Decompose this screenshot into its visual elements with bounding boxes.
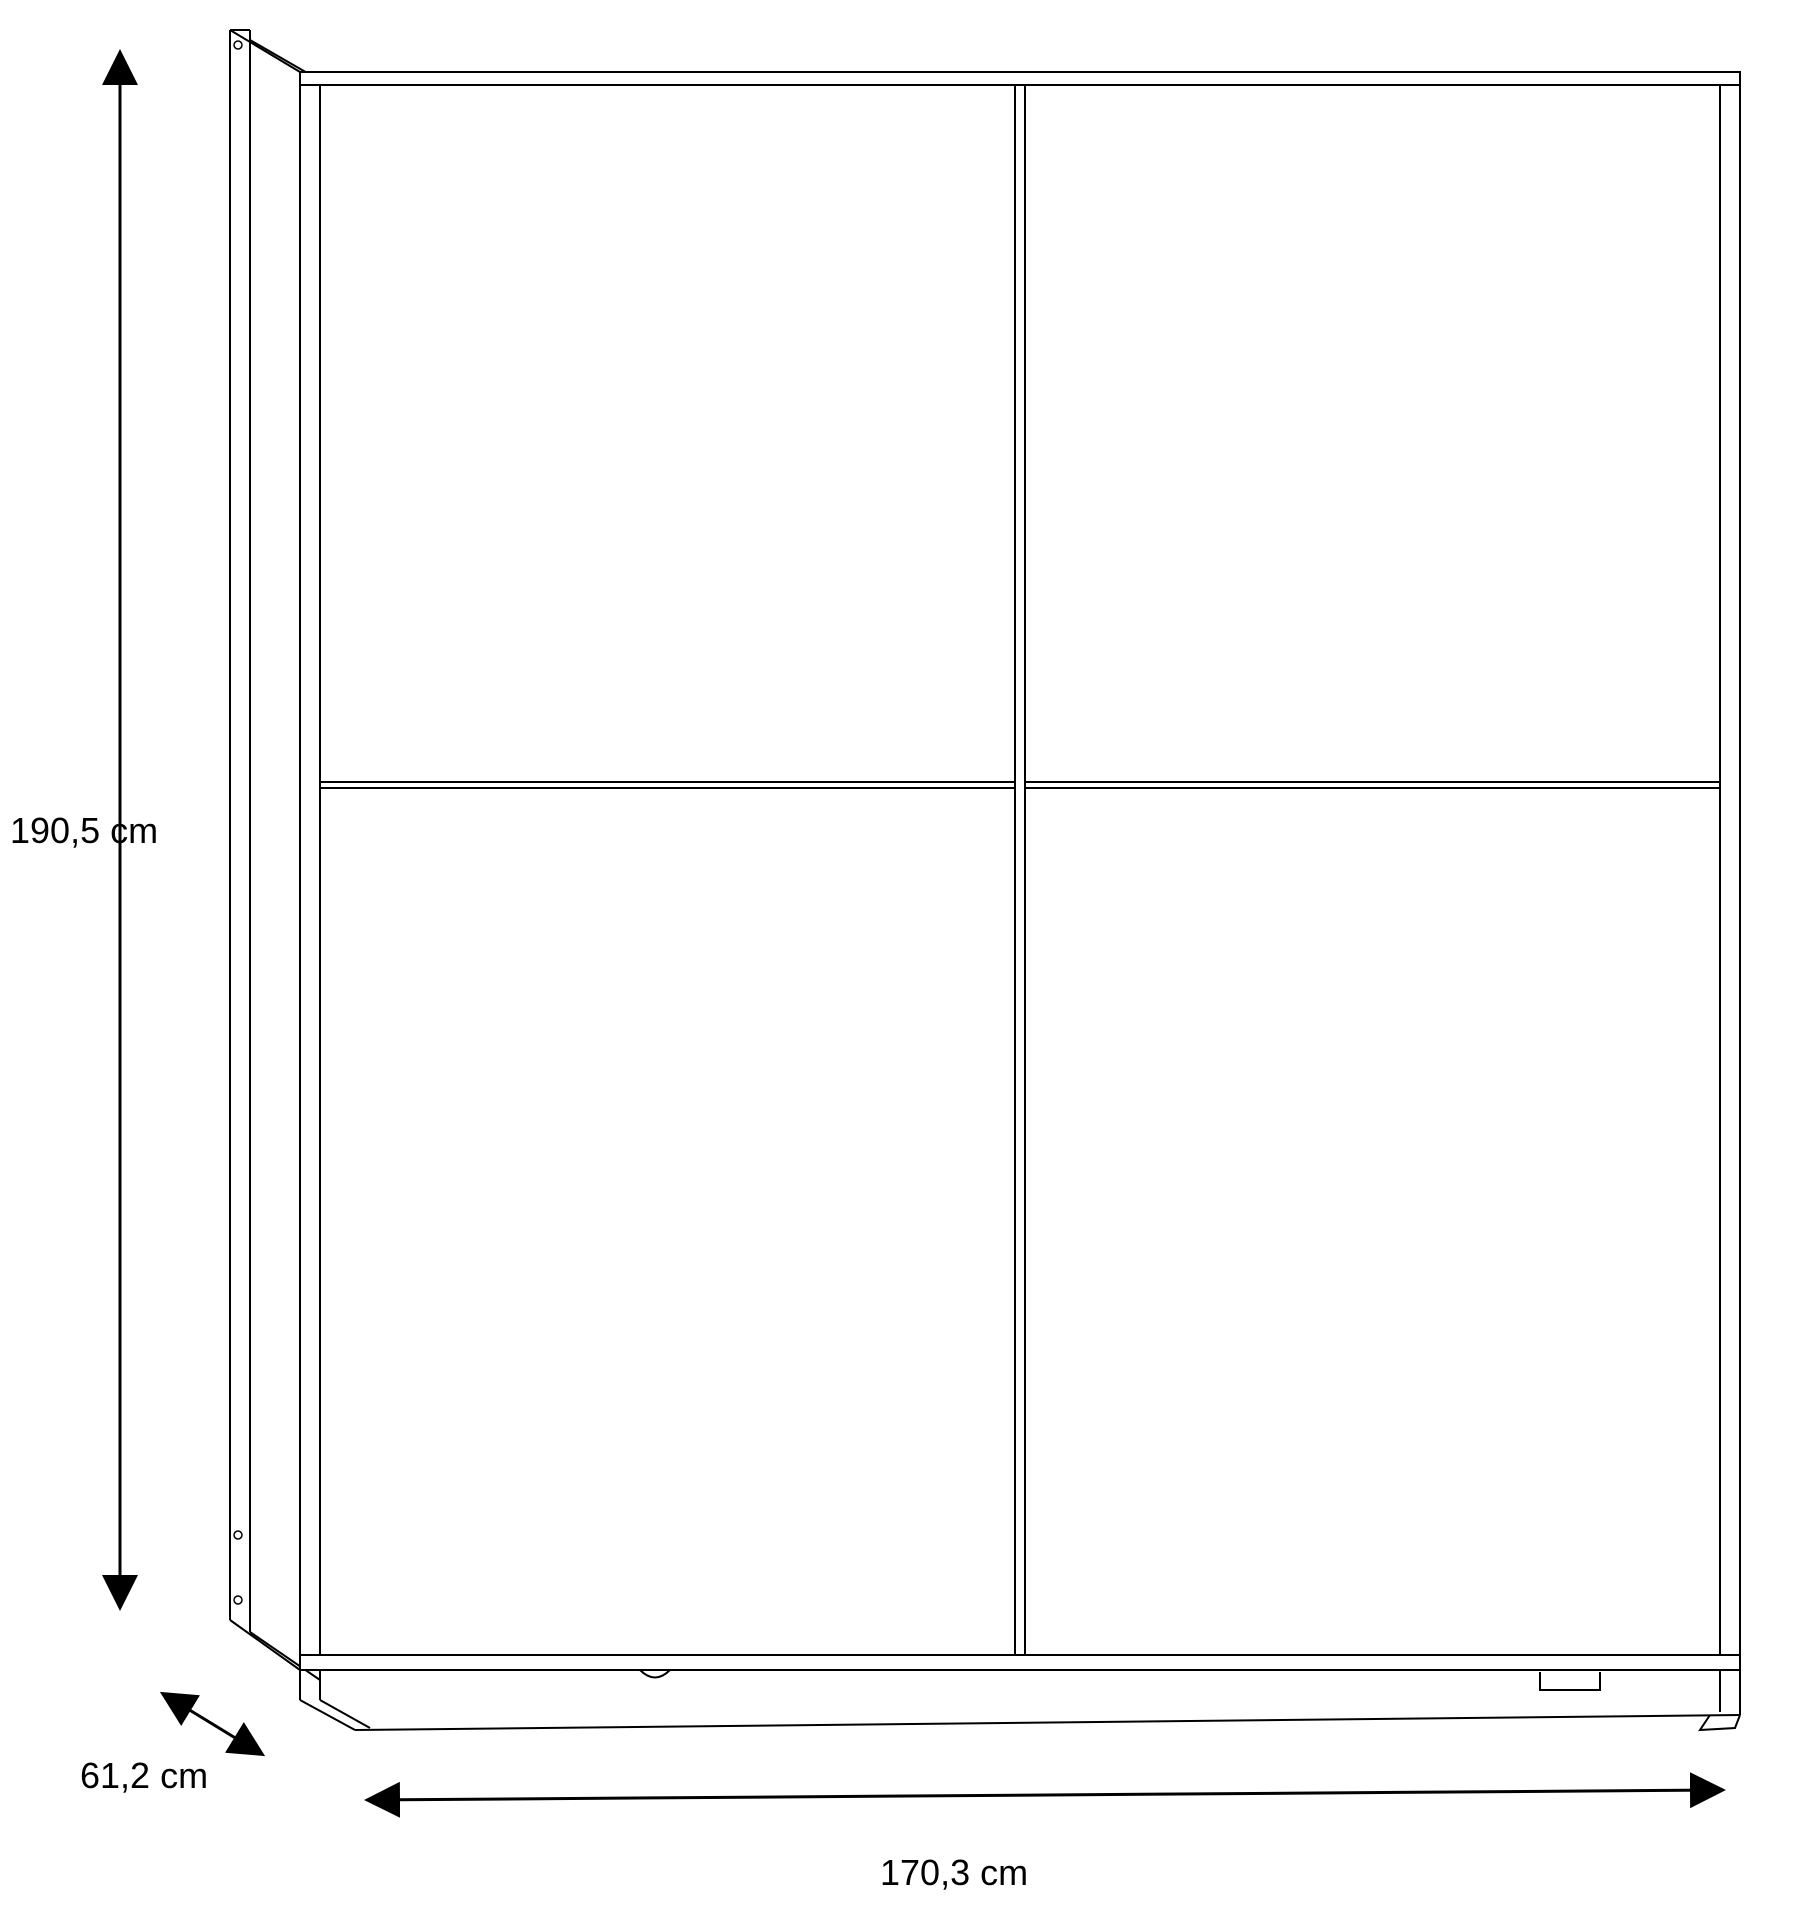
wardrobe-dimension-diagram: 190,5 cm 61,2 cm 170,3 cm — [0, 0, 1806, 1904]
wardrobe-front — [300, 72, 1740, 1670]
depth-dimension-arrow — [165, 1695, 260, 1753]
width-label: 170,3 cm — [880, 1852, 1028, 1894]
wardrobe-svg — [0, 0, 1806, 1904]
depth-label: 61,2 cm — [80, 1755, 208, 1797]
wardrobe-feet — [300, 1670, 1740, 1730]
height-label: 190,5 cm — [10, 810, 158, 852]
width-dimension-arrow — [370, 1790, 1720, 1800]
